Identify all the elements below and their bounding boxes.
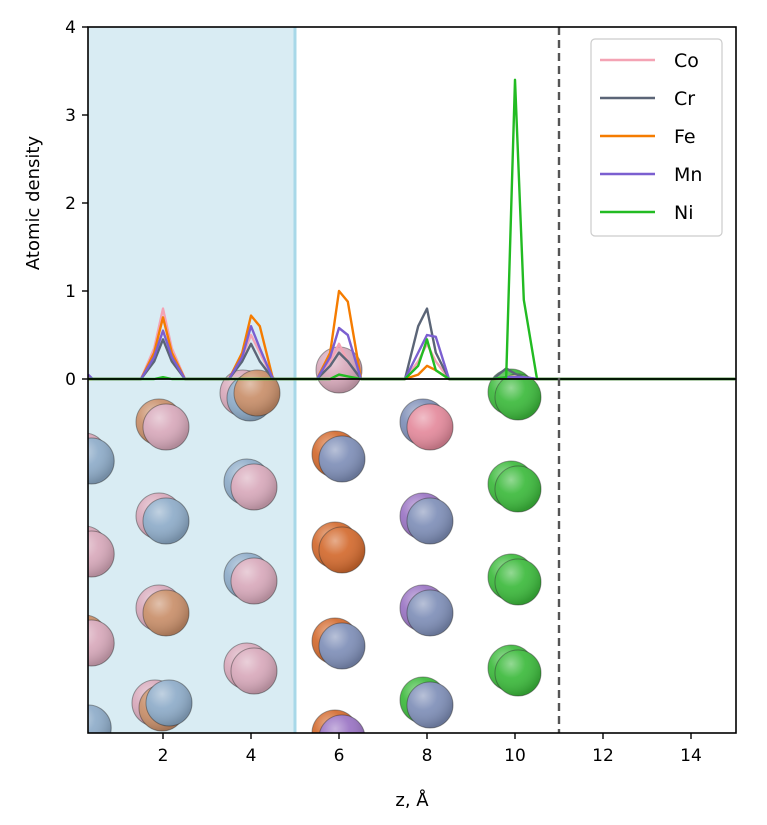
x-tick-label: 8: [422, 746, 433, 766]
plot-frame: [87, 26, 737, 734]
atom-cluster: [88, 432, 115, 485]
atom-cluster: [311, 430, 366, 483]
y-axis: 0 1 2 3 4: [65, 18, 88, 390]
y-tick-label: 3: [65, 106, 76, 126]
legend-label-cr: Cr: [674, 88, 695, 110]
atom-highlight: [88, 438, 115, 484]
x-tick-label: 4: [246, 746, 257, 766]
atom-cluster: [487, 553, 542, 606]
atom-highlight: [319, 715, 365, 733]
atom-highlight: [231, 648, 277, 694]
x-tick-label: 6: [334, 746, 345, 766]
legend-label-mn: Mn: [674, 164, 702, 186]
atom-cluster: [311, 617, 366, 670]
atom-highlight: [495, 559, 541, 605]
atom-cluster: [399, 584, 454, 637]
atoms-layer: [88, 346, 542, 733]
atom-highlight: [88, 620, 115, 666]
atom-cluster: [487, 460, 542, 513]
atom-cluster: [399, 492, 454, 545]
legend: Co Cr Fe Mn Ni: [590, 38, 723, 237]
atom-highlight: [407, 682, 453, 728]
atom-cluster: [219, 369, 281, 422]
atom-cluster: [311, 521, 366, 574]
x-tick-label: 2: [158, 746, 169, 766]
atom-highlight: [319, 436, 365, 482]
atom-cluster: [131, 679, 193, 732]
atom-highlight: [143, 404, 189, 450]
atom-highlight: [319, 527, 365, 573]
atom-highlight: [146, 680, 192, 726]
atom-highlight: [231, 558, 277, 604]
atom-highlight: [319, 623, 365, 669]
atom-highlight: [495, 374, 541, 420]
atom-highlight: [407, 404, 453, 450]
x-axis-label: z, Å: [395, 789, 429, 811]
y-tick-label: 0: [65, 370, 76, 390]
atom-highlight: [143, 590, 189, 636]
atom-cluster: [223, 642, 278, 695]
atom-cluster: [135, 584, 190, 637]
atom-cluster: [399, 398, 454, 451]
atom-cluster: [135, 492, 190, 545]
atom-highlight: [407, 498, 453, 544]
x-axis: 2 4 6 8 10 12 14: [158, 733, 702, 766]
atom-highlight: [231, 464, 277, 510]
atom-highlight: [234, 370, 280, 416]
x-tick-label: 12: [592, 746, 614, 766]
atom-cluster: [487, 368, 542, 421]
atom-highlight: [495, 650, 541, 696]
x-tick-label: 14: [680, 746, 702, 766]
atom-cluster: [135, 398, 190, 451]
atom-highlight: [407, 590, 453, 636]
atom-cluster: [223, 458, 278, 511]
atom-highlight: [88, 705, 112, 733]
atom-highlight: [88, 531, 115, 577]
y-tick-label: 4: [65, 18, 76, 38]
legend-label-ni: Ni: [674, 202, 694, 224]
atom-highlight: [143, 498, 189, 544]
atom-cluster: [88, 525, 115, 578]
legend-label-fe: Fe: [674, 126, 696, 148]
y-axis-label: Atomic density: [23, 136, 44, 271]
atom-cluster: [88, 704, 112, 733]
x-tick-label: 10: [504, 746, 526, 766]
y-tick-label: 1: [65, 282, 76, 302]
legend-box: [590, 38, 723, 237]
atom-cluster: [88, 614, 115, 667]
legend-label-co: Co: [674, 50, 699, 72]
atom-cluster: [311, 709, 365, 733]
atom-cluster: [399, 676, 454, 729]
atom-highlight: [495, 466, 541, 512]
atom-cluster: [223, 552, 278, 605]
y-tick-label: 2: [65, 194, 76, 214]
atom-cluster: [487, 644, 542, 697]
